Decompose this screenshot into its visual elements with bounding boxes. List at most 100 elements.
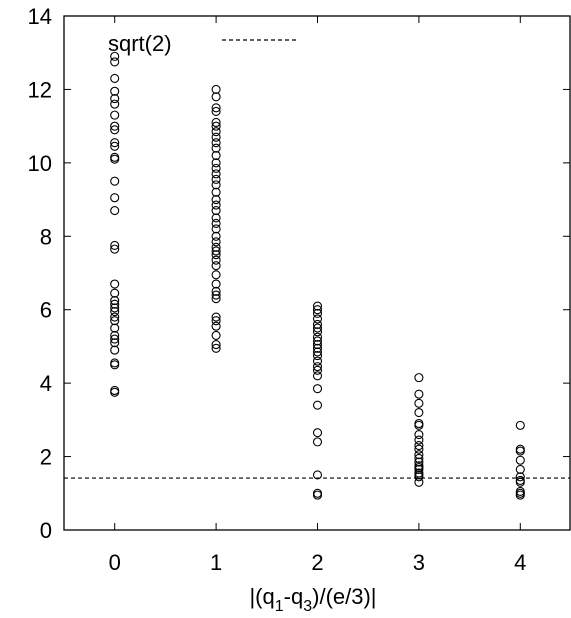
data-point: [312, 336, 323, 346]
data-point: [414, 429, 424, 440]
data-point: [211, 92, 221, 102]
y-tick-label: 0: [40, 518, 52, 543]
data-point: [110, 99, 120, 109]
data-point: [515, 446, 525, 456]
data-point: [110, 312, 120, 322]
x-axis-label-part: -q: [284, 584, 304, 609]
data-point: [211, 255, 221, 265]
data-point: [312, 314, 323, 324]
data-point: [211, 84, 221, 94]
data-point: [414, 450, 424, 460]
data-point: [211, 206, 221, 216]
legend: sqrt(2): [108, 31, 298, 56]
data-point: [110, 316, 120, 326]
data-point: [110, 244, 120, 254]
data-point: [312, 332, 323, 342]
data-point: [110, 334, 120, 344]
data-point: [211, 321, 221, 331]
data-point: [110, 303, 120, 313]
data-point: [312, 327, 323, 337]
data-point: [414, 472, 424, 482]
data-point: [110, 121, 120, 131]
data-point: [414, 477, 424, 487]
data-point: [110, 125, 120, 135]
data-point: [110, 358, 120, 368]
data-point: [211, 180, 221, 190]
data-point: [211, 117, 221, 128]
data-point: [515, 455, 525, 465]
data-point: [110, 360, 120, 370]
data-point: [515, 490, 525, 500]
data-point: [211, 121, 221, 131]
data-point: [211, 127, 221, 137]
data-point: [110, 206, 120, 216]
data-point: [414, 373, 424, 383]
data-point: [110, 387, 120, 397]
data-point: [312, 384, 323, 394]
x-tick-label: 0: [109, 550, 121, 575]
x-axis-label-part: )/(e/3)|: [312, 584, 376, 609]
data-point: [414, 435, 424, 445]
data-point: [312, 490, 323, 500]
data-point: [110, 152, 120, 162]
y-tick-label: 14: [28, 4, 52, 29]
data-point: [211, 286, 221, 296]
data-point: [211, 237, 221, 247]
data-point: [312, 365, 323, 375]
data-point: [110, 240, 120, 251]
data-point: [414, 407, 424, 418]
data-point: [211, 132, 221, 142]
data-point: [211, 174, 221, 184]
data-point: [211, 163, 221, 173]
data-point: [211, 143, 221, 153]
data-point: [211, 213, 221, 223]
data-point: [211, 187, 221, 197]
y-tick-label: 8: [40, 224, 52, 249]
x-axis-label: |(q1-q3)/(e/3)|: [249, 584, 376, 615]
data-point: [312, 343, 323, 353]
data-point: [312, 319, 323, 329]
y-tick-label: 6: [40, 298, 52, 323]
data-point: [312, 400, 323, 410]
data-point: [312, 437, 323, 447]
data-point: [211, 340, 221, 350]
data-point: [414, 441, 424, 451]
data-point: [211, 316, 221, 326]
data-point: [414, 389, 424, 399]
data-point: [110, 57, 120, 67]
data-point: [312, 371, 323, 381]
data-point: [414, 464, 424, 474]
data-point: [110, 193, 120, 203]
y-tick-label: 12: [28, 77, 52, 102]
data-point: [110, 138, 120, 148]
data-point: [110, 306, 120, 317]
data-point: [110, 73, 120, 83]
y-tick-label: 10: [28, 151, 52, 176]
data-point: [110, 338, 120, 348]
y-tick-label: 2: [40, 445, 52, 470]
data-point: [211, 103, 221, 113]
data-point: [110, 295, 120, 306]
data-point: [110, 345, 120, 355]
x-axis-label-part: |(q: [249, 584, 274, 609]
x-axis-label-subscript-2: 3: [303, 598, 312, 615]
data-point: [211, 224, 221, 234]
data-point: [110, 51, 120, 61]
data-point: [110, 323, 120, 333]
data-point: [211, 290, 221, 300]
data-point: [110, 154, 120, 164]
data-point: [211, 312, 221, 322]
data-point: [211, 231, 221, 241]
x-tick-label: 3: [413, 550, 425, 575]
data-points: [110, 51, 525, 500]
x-tick-label: 2: [311, 550, 323, 575]
data-point: [515, 472, 525, 482]
data-point: [110, 141, 120, 151]
data-point: [312, 340, 323, 350]
data-point: [110, 330, 120, 340]
data-point: [211, 200, 221, 210]
data-point: [211, 250, 221, 260]
data-point: [211, 195, 221, 205]
data-point: [211, 270, 221, 280]
data-point: [312, 356, 323, 366]
